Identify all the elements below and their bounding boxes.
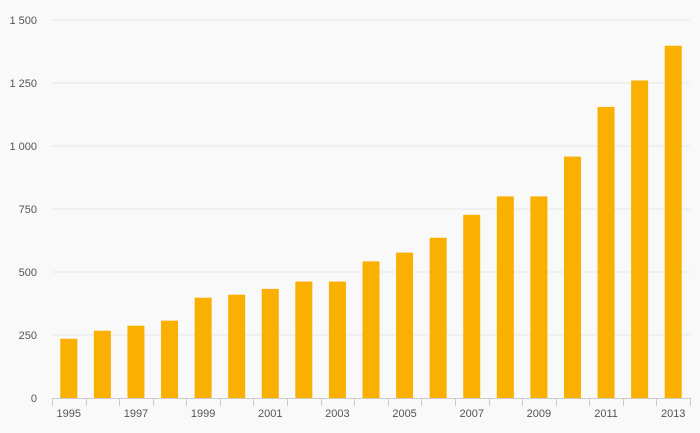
bar-2007: [463, 214, 481, 398]
x-tick-label: 2001: [258, 408, 282, 420]
bar-2004: [362, 261, 380, 398]
x-tick-label: 2003: [325, 408, 349, 420]
bar-2005: [396, 252, 414, 398]
bar-2010: [563, 156, 581, 398]
y-tick-label: 1 000: [9, 141, 37, 153]
bar-2001: [261, 288, 279, 398]
x-tick-label: 1999: [191, 408, 215, 420]
x-tick-label: 1997: [124, 408, 148, 420]
bar-1995: [60, 338, 78, 398]
bar-1999: [194, 297, 212, 398]
y-tick-label: 500: [19, 267, 37, 279]
bar-2011: [597, 106, 615, 398]
bar-2006: [429, 237, 447, 398]
y-tick-label: 0: [31, 393, 37, 405]
bars: [60, 45, 682, 398]
x-tick-label: 2005: [392, 408, 416, 420]
x-axis-labels: 1995 1997 1999 2001 2003 2005 2007 2009 2011 2013: [57, 408, 686, 420]
bar-1998: [161, 320, 179, 398]
gridlines: [52, 19, 690, 336]
x-tick-label: 2007: [459, 408, 483, 420]
bar-2008: [496, 196, 514, 398]
x-tick-label: 2013: [661, 408, 685, 420]
x-tick-label: 2009: [527, 408, 551, 420]
bar-2003: [328, 281, 346, 398]
y-tick-label: 750: [19, 204, 37, 216]
bar-1997: [127, 325, 145, 398]
bar-2002: [295, 281, 313, 398]
bar-2009: [530, 196, 548, 398]
y-tick-label: 250: [19, 330, 37, 342]
bar-2013: [664, 45, 682, 398]
y-axis-labels: 0 250 500 750 1 000 1 250 1 500: [9, 15, 37, 405]
bar-1996: [93, 330, 111, 398]
y-tick-label: 1 250: [9, 78, 37, 90]
x-axis: [52, 398, 691, 406]
x-tick-label: 2011: [594, 408, 618, 420]
bar-2012: [631, 80, 649, 398]
y-tick-label: 1 500: [9, 15, 37, 27]
x-tick-label: 1995: [57, 408, 81, 420]
bar-2000: [228, 294, 246, 398]
